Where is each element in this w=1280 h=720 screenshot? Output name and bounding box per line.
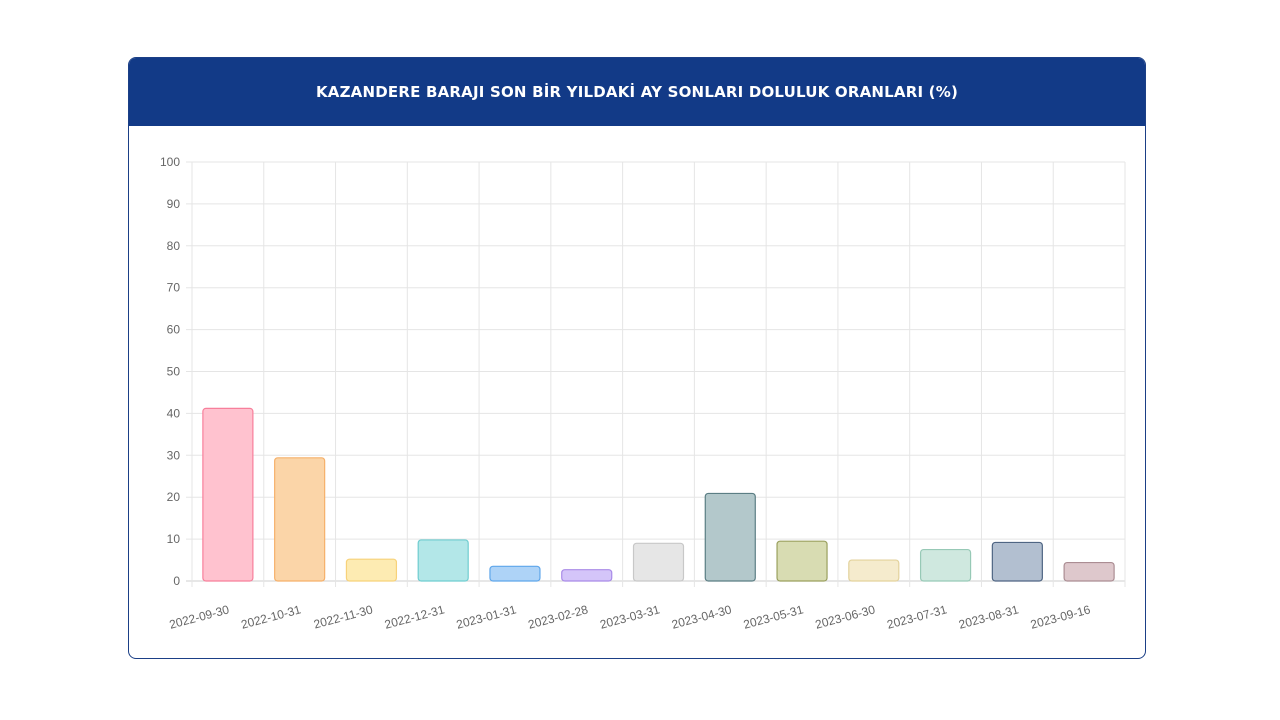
y-tick-label: 50	[167, 365, 181, 379]
bar-2022-12-31[interactable]	[417, 539, 469, 582]
bar-2022-11-30[interactable]	[345, 558, 398, 582]
bar-2023-07-31[interactable]	[919, 548, 972, 582]
bar-2023-03-31[interactable]	[632, 542, 685, 582]
x-tick-label: 2022-11-30	[312, 602, 374, 631]
x-tick-label: 2022-09-30	[168, 602, 231, 631]
y-tick-label: 0	[173, 574, 180, 588]
y-tick-label: 20	[167, 490, 181, 504]
y-tick-label: 80	[167, 239, 181, 253]
x-tick-label: 2023-03-31	[598, 602, 661, 631]
y-tick-label: 90	[167, 197, 181, 211]
y-tick-label: 70	[167, 281, 181, 295]
x-tick-label: 2023-01-31	[455, 602, 518, 631]
bar-chart: 0 10 20 30 40 50 60 70 80 90 100 2022-09-30 2022-10-…	[160, 155, 1126, 632]
bar-2023-09-16[interactable]	[1063, 561, 1115, 582]
chart-card: KAZANDERE BARAJI SON BİR YILDAKİ AY SONL…	[128, 57, 1146, 659]
y-tick-label: 60	[167, 323, 181, 337]
y-tick-label: 10	[167, 532, 181, 546]
bar-2023-06-30[interactable]	[848, 559, 900, 582]
y-tick-label: 40	[167, 406, 181, 420]
bar-2023-04-30[interactable]	[704, 492, 756, 582]
chart-title: KAZANDERE BARAJI SON BİR YILDAKİ AY SONL…	[129, 58, 1145, 126]
x-tick-label: 2023-09-16	[1029, 602, 1092, 631]
x-tick-label: 2023-08-31	[957, 602, 1020, 631]
bar-2022-10-31[interactable]	[274, 457, 326, 582]
bar-2023-02-28[interactable]	[561, 569, 613, 582]
bar-2023-01-31[interactable]	[489, 565, 541, 582]
bar-2023-08-31[interactable]	[991, 541, 1043, 582]
x-tick-label: 2023-06-30	[814, 602, 877, 631]
x-tick-label: 2023-04-30	[670, 602, 733, 631]
bar-2022-09-30[interactable]	[202, 407, 254, 582]
y-tick-label: 100	[160, 155, 180, 169]
x-tick-label: 2023-02-28	[527, 602, 590, 631]
x-tick-label: 2023-05-31	[742, 602, 805, 631]
y-tick-label: 30	[167, 448, 181, 462]
x-tick-label: 2022-12-31	[383, 602, 446, 631]
x-tick-label: 2023-07-31	[885, 602, 948, 631]
x-tick-label: 2022-10-31	[240, 602, 303, 631]
bar-2023-05-31[interactable]	[776, 540, 828, 582]
